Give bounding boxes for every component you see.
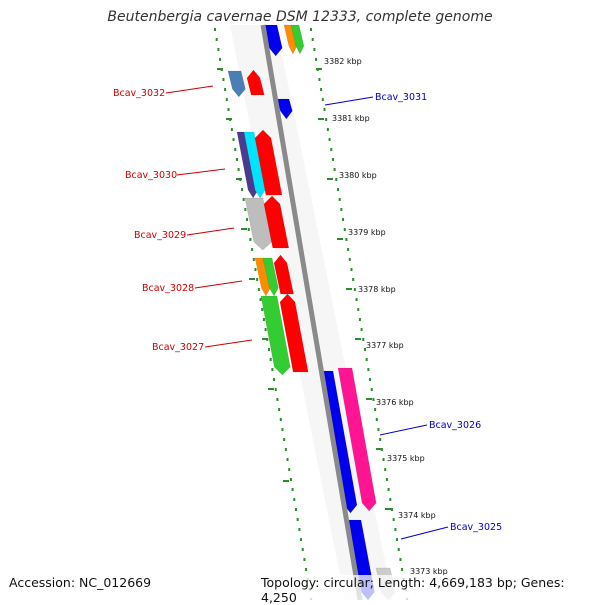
- kbp-tick-label: 3374 kbp: [398, 511, 436, 520]
- gene-label: Bcav_3028: [142, 283, 194, 294]
- kbp-tick-label: 3376 kbp: [376, 398, 414, 407]
- gene-label: Bcav_3025: [450, 522, 502, 533]
- gene-label: Bcav_3027: [152, 342, 204, 353]
- gene-bcav-3028-green: [262, 257, 279, 297]
- genome-title: Beutenbergia cavernae DSM 12333, complet…: [107, 9, 493, 25]
- kbp-tick-label: 3379 kbp: [348, 228, 386, 237]
- gene-bcav-3032-red: [246, 69, 265, 96]
- gene-bcav-3031: [276, 98, 293, 120]
- kbp-tick-label: 3380 kbp: [339, 171, 377, 180]
- gene-label: Bcav_3030: [125, 170, 177, 181]
- kbp-tick-label: 3378 kbp: [358, 285, 396, 294]
- kbp-tick-label: 3381 kbp: [332, 114, 370, 123]
- gene-label-leader-line: [324, 96, 374, 106]
- kbp-tick-label: 3377 kbp: [366, 341, 404, 350]
- gene-bcav-3030-cyan: [243, 131, 266, 199]
- gene-bcav-3032-blue: [227, 70, 246, 98]
- gene-label-leader-line: [165, 85, 214, 94]
- gene-bcav-3029-gray: [244, 197, 273, 251]
- kbp-tick-label: 3375 kbp: [387, 454, 425, 463]
- gene-bcav-3029-red: [263, 195, 290, 249]
- gene-bcav-3027-red: [279, 293, 309, 373]
- gene-label-leader-line: [400, 526, 449, 540]
- accession-text: Accession: NC_012669: [9, 575, 152, 590]
- gene-label: Bcav_3029: [134, 230, 186, 241]
- gene-label-leader-line: [204, 339, 253, 348]
- gene-label-leader-line: [176, 168, 226, 176]
- gene-bcav-3030-red: [254, 129, 283, 196]
- gene-bcav-3026-pink: [337, 367, 377, 512]
- gene-green-top: [290, 24, 305, 55]
- boundary-dashes: [217, 68, 391, 510]
- gene-label-leader-line: [186, 227, 235, 236]
- gene-bcav-3027-green: [260, 295, 291, 376]
- gene-labels: Bcav_3032 Bcav_3031 Bcav_3030 Bcav_3029 Bcav…: [113, 85, 502, 540]
- gene-label-leader-line: [379, 424, 428, 436]
- gene-bcav-3028-red: [273, 254, 294, 295]
- gene-label: Bcav_3031: [375, 92, 427, 103]
- kbp-tick-label: 3373 kbp: [410, 567, 448, 576]
- kbp-ticks: 3382 kbp 3381 kbp 3380 kbp 3379 kbp 3378 kbp…: [324, 57, 448, 576]
- gene-label: Bcav_3026: [429, 420, 481, 431]
- gene-label-leader-line: [194, 280, 243, 289]
- genome-backbone: [260, 24, 363, 600]
- topology-text: Topology: circular; Length: 4,669,183 bp…: [261, 575, 600, 605]
- gene-label: Bcav_3032: [113, 88, 165, 99]
- kbp-tick-label: 3382 kbp: [324, 57, 362, 66]
- gene-bcav-3028-orange: [254, 257, 271, 297]
